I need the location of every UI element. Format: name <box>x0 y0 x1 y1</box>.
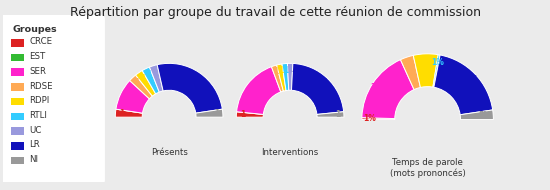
Text: EST: EST <box>29 52 46 61</box>
Text: Répartition par groupe du travail de cette réunion de commission: Répartition par groupe du travail de cet… <box>69 6 481 19</box>
Text: SER: SER <box>29 67 46 76</box>
Wedge shape <box>116 109 142 117</box>
Text: CRCE: CRCE <box>29 37 52 46</box>
Text: 5%: 5% <box>479 111 492 120</box>
Wedge shape <box>460 110 493 120</box>
Wedge shape <box>116 109 142 113</box>
Bar <box>11 112 24 120</box>
Text: 1: 1 <box>273 67 279 77</box>
Wedge shape <box>362 60 414 119</box>
Text: 11: 11 <box>190 74 201 82</box>
Wedge shape <box>116 81 150 113</box>
Bar <box>11 142 24 150</box>
Text: NI: NI <box>29 155 38 164</box>
Bar <box>11 68 24 76</box>
Wedge shape <box>116 117 223 171</box>
Wedge shape <box>362 118 395 120</box>
Bar <box>11 39 24 47</box>
Text: 1: 1 <box>146 70 151 79</box>
Wedge shape <box>288 63 293 90</box>
Wedge shape <box>236 112 263 114</box>
Text: 13%: 13% <box>417 57 435 66</box>
Text: 7%: 7% <box>403 60 416 69</box>
Wedge shape <box>433 55 440 87</box>
Wedge shape <box>130 75 152 99</box>
Text: 1: 1 <box>134 78 140 87</box>
Wedge shape <box>236 112 263 117</box>
Wedge shape <box>400 55 420 90</box>
Text: 38%: 38% <box>370 83 388 92</box>
Wedge shape <box>236 67 281 114</box>
Text: 42%: 42% <box>460 75 478 84</box>
Text: 1%: 1% <box>431 58 444 67</box>
Text: 1: 1 <box>283 66 288 74</box>
Wedge shape <box>434 55 440 87</box>
Wedge shape <box>236 117 344 171</box>
Wedge shape <box>292 63 344 114</box>
Bar <box>11 157 24 164</box>
Text: Temps de parole
(mots prononcés): Temps de parole (mots prononcés) <box>390 158 465 178</box>
Bar <box>11 98 24 105</box>
Text: 1: 1 <box>140 74 145 82</box>
Text: 1: 1 <box>119 109 124 118</box>
Text: 14: 14 <box>317 78 328 87</box>
Wedge shape <box>282 63 289 91</box>
Text: 1: 1 <box>335 110 340 119</box>
Text: Interventions: Interventions <box>261 148 319 157</box>
Wedge shape <box>196 109 223 117</box>
Text: Groupes: Groupes <box>13 25 58 34</box>
Text: RDSE: RDSE <box>29 82 53 91</box>
Wedge shape <box>150 65 163 92</box>
Wedge shape <box>157 63 222 113</box>
Text: Présents: Présents <box>151 148 188 157</box>
Text: LR: LR <box>29 140 40 150</box>
Wedge shape <box>277 64 286 91</box>
Wedge shape <box>136 70 156 96</box>
Text: 4: 4 <box>124 92 129 101</box>
Text: 1%: 1% <box>364 114 376 123</box>
Bar <box>11 127 24 135</box>
Text: UC: UC <box>29 126 42 135</box>
Text: 1: 1 <box>240 110 245 119</box>
Text: 11: 11 <box>248 84 258 93</box>
Text: RTLI: RTLI <box>29 111 47 120</box>
Wedge shape <box>413 54 438 87</box>
FancyBboxPatch shape <box>1 13 106 186</box>
Text: 1: 1 <box>214 109 219 118</box>
Text: 1: 1 <box>288 65 293 74</box>
Wedge shape <box>362 118 395 119</box>
Bar <box>11 54 24 61</box>
Text: 1: 1 <box>278 66 283 75</box>
Bar <box>11 83 24 91</box>
Text: 1: 1 <box>152 67 158 76</box>
Wedge shape <box>142 67 160 94</box>
Text: RDPI: RDPI <box>29 96 50 105</box>
Wedge shape <box>272 65 283 92</box>
Wedge shape <box>317 112 344 117</box>
Wedge shape <box>362 120 493 185</box>
Wedge shape <box>434 55 493 115</box>
